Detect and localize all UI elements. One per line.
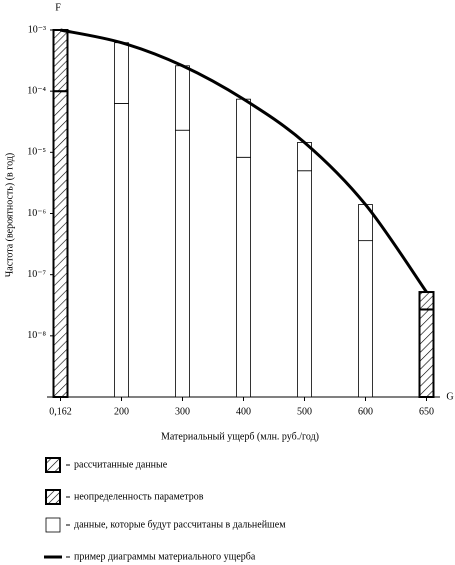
future-bar-upper	[114, 42, 129, 104]
x-tick-label: 600	[358, 406, 373, 417]
future-bar-lower	[236, 156, 251, 398]
x-tick-label: 0,162	[49, 406, 72, 417]
future-bar-lower	[358, 240, 373, 398]
future-bar-lower	[114, 103, 129, 398]
x-tick-label: 400	[236, 406, 251, 417]
legend-swatch	[45, 489, 61, 505]
y-tick-label: 10⁻⁴	[27, 85, 46, 96]
y-axis-symbol: F	[55, 2, 61, 13]
uncertainty-bar	[52, 29, 69, 93]
legend-label: данные, которые будут рассчитаны в дальн…	[74, 519, 286, 530]
legend-label: неопределенность параметров	[74, 491, 204, 502]
y-tick-label: 10⁻⁸	[27, 330, 46, 341]
y-axis-title: Частота (вероятность) (в год)	[4, 153, 15, 277]
x-axis-symbol: G	[446, 391, 453, 402]
legend-swatch	[45, 517, 61, 533]
future-bar-lower	[297, 170, 312, 398]
x-tick-label: 500	[297, 406, 312, 417]
future-bar-lower	[175, 129, 190, 398]
future-bar-upper	[175, 65, 190, 131]
y-tick-label: 10⁻⁶	[27, 208, 46, 219]
legend-label: пример диаграммы материального ущерба	[74, 551, 256, 562]
x-axis-title: Материальный ущерб (млн. руб./год)	[161, 431, 319, 442]
damage-curve	[60, 28, 428, 293]
future-bar-upper	[236, 98, 251, 158]
legend-swatch	[45, 457, 61, 473]
y-tick-label: 10⁻⁵	[27, 147, 46, 158]
uncertainty-bar	[418, 291, 435, 311]
calculated-bar	[52, 90, 69, 399]
y-tick-label: 10⁻³	[28, 24, 46, 35]
x-tick-label: 650	[419, 406, 434, 417]
calculated-bar	[418, 308, 435, 398]
legend-label: рассчитанные данные	[74, 459, 168, 470]
y-tick-label: 10⁻⁷	[27, 269, 46, 280]
x-tick-label: 300	[175, 406, 190, 417]
x-tick-label: 200	[114, 406, 129, 417]
